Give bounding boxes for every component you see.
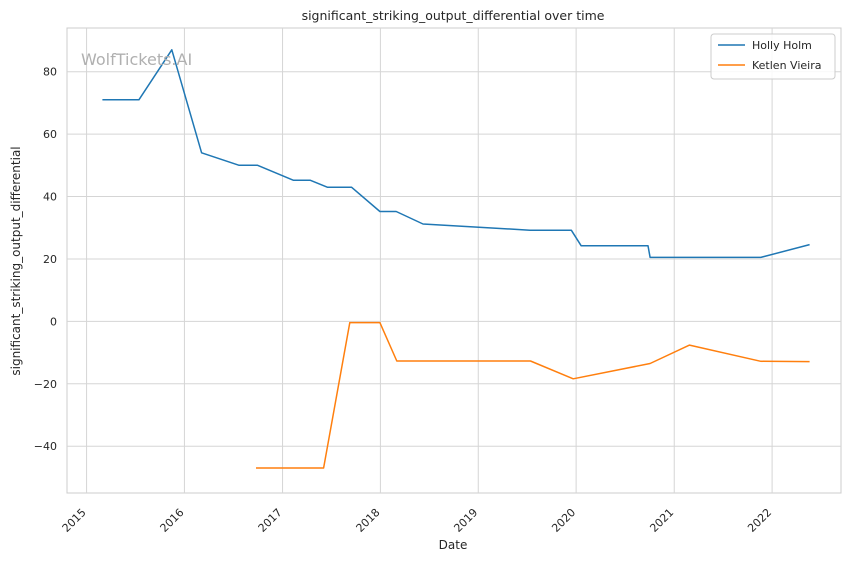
- y-tick-label: 60: [43, 128, 57, 141]
- legend-label-ketlen-vieira: Ketlen Vieira: [752, 59, 821, 72]
- y-tick-label: 80: [43, 66, 57, 79]
- legend: Holly Holm Ketlen Vieira: [710, 33, 836, 80]
- x-axis-title: Date: [439, 538, 468, 552]
- series-lines: [102, 49, 810, 469]
- y-axis-ticks: −40 −20 0 20 40 60 80: [34, 66, 57, 453]
- x-tick-label: 2016: [158, 506, 187, 535]
- x-axis-ticks: 2015 2016 2017 2018 2019 2020 2021 2022: [60, 506, 775, 535]
- y-tick-label: 0: [50, 315, 57, 328]
- x-tick-label: 2018: [354, 506, 383, 535]
- y-tick-label: −20: [34, 378, 57, 391]
- y-tick-label: −40: [34, 440, 57, 453]
- y-tick-label: 40: [43, 191, 57, 204]
- series-line-holly-holm: [102, 49, 810, 259]
- y-axis-title: significant_striking_output_differential: [9, 146, 23, 375]
- plot-area: [66, 27, 842, 494]
- watermark-text: WolfTickets.AI: [81, 50, 192, 69]
- x-tick-label: 2019: [451, 506, 480, 535]
- chart-title: significant_striking_output_differential…: [302, 8, 605, 23]
- x-tick-label: 2020: [549, 506, 578, 535]
- x-tick-label: 2015: [60, 506, 89, 535]
- y-tick-label: 20: [43, 253, 57, 266]
- legend-label-holly-holm: Holly Holm: [752, 39, 812, 52]
- x-tick-label: 2017: [256, 506, 285, 535]
- x-tick-label: 2021: [647, 506, 676, 535]
- x-tick-label: 2022: [745, 506, 774, 535]
